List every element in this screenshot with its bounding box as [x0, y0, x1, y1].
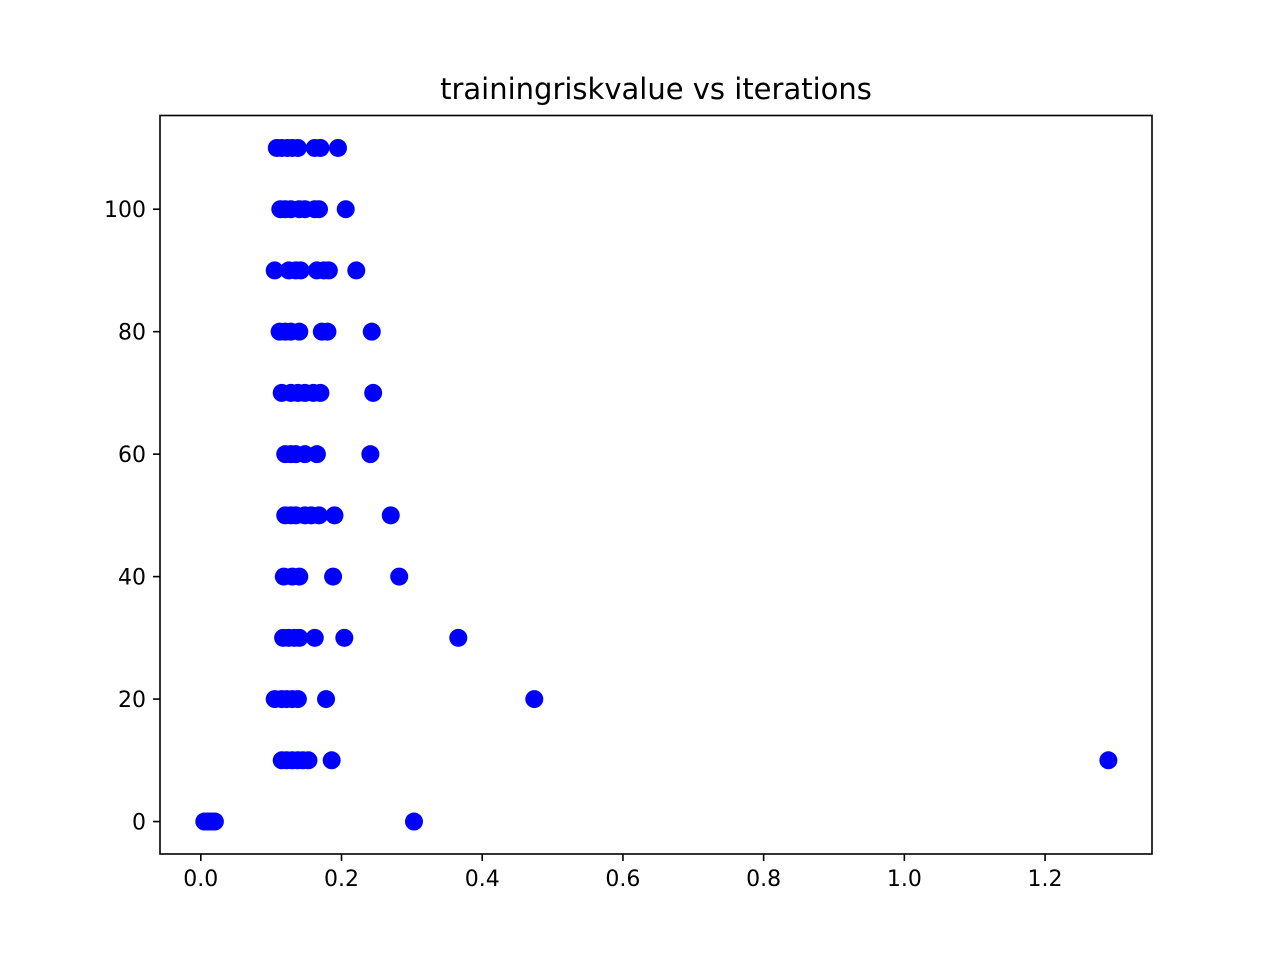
data-point — [205, 812, 224, 831]
data-point — [310, 506, 328, 525]
data-point — [317, 690, 336, 709]
data-point — [291, 261, 310, 280]
data-point — [324, 567, 343, 586]
x-tick-label: 1.2 — [1028, 867, 1063, 892]
data-point — [307, 445, 326, 464]
data-point — [336, 200, 355, 219]
data-point — [265, 261, 284, 280]
y-tick-label: 40 — [118, 566, 146, 591]
data-point — [322, 751, 341, 770]
data-point — [319, 261, 338, 280]
data-point — [290, 567, 309, 586]
data-point — [335, 628, 354, 647]
data-point — [299, 751, 318, 770]
data-point — [404, 812, 423, 831]
data-point — [381, 506, 400, 525]
data-point — [347, 261, 366, 280]
data-point — [305, 628, 324, 647]
y-tick-label: 0 — [132, 811, 146, 836]
data-point — [288, 690, 307, 709]
data-point — [362, 322, 381, 341]
data-point — [390, 567, 409, 586]
y-tick-label: 20 — [118, 688, 146, 713]
data-point — [318, 322, 337, 341]
ticks-layer: 0.0 0.2 0.4 0.6 0.8 1.0 1.2 0 20 40 60 80 100 — [104, 198, 1063, 892]
data-point — [449, 628, 468, 647]
y-tick-label: 80 — [118, 321, 146, 346]
y-tick-label: 100 — [104, 198, 146, 223]
data-point — [311, 138, 330, 157]
data-point — [311, 383, 330, 402]
points-layer — [195, 138, 1118, 831]
data-point — [329, 138, 347, 157]
y-tick-label: 60 — [118, 443, 146, 468]
data-point — [290, 322, 309, 341]
x-tick-label: 0.8 — [746, 867, 781, 892]
x-tick-label: 0.0 — [183, 867, 218, 892]
data-point — [361, 445, 380, 464]
data-point — [290, 628, 309, 647]
x-tick-label: 0.6 — [605, 867, 640, 892]
data-point — [525, 690, 544, 709]
x-tick-label: 1.0 — [887, 867, 922, 892]
data-point — [1099, 751, 1118, 770]
plot-area-frame — [159, 114, 1153, 855]
x-tick-label: 0.2 — [324, 867, 359, 892]
data-point — [310, 200, 328, 219]
x-tick-label: 0.4 — [465, 867, 500, 892]
data-point — [364, 383, 383, 402]
data-point — [288, 138, 307, 157]
data-point — [325, 506, 344, 525]
chart-title: trainingriskvalue vs iterations — [440, 72, 872, 106]
